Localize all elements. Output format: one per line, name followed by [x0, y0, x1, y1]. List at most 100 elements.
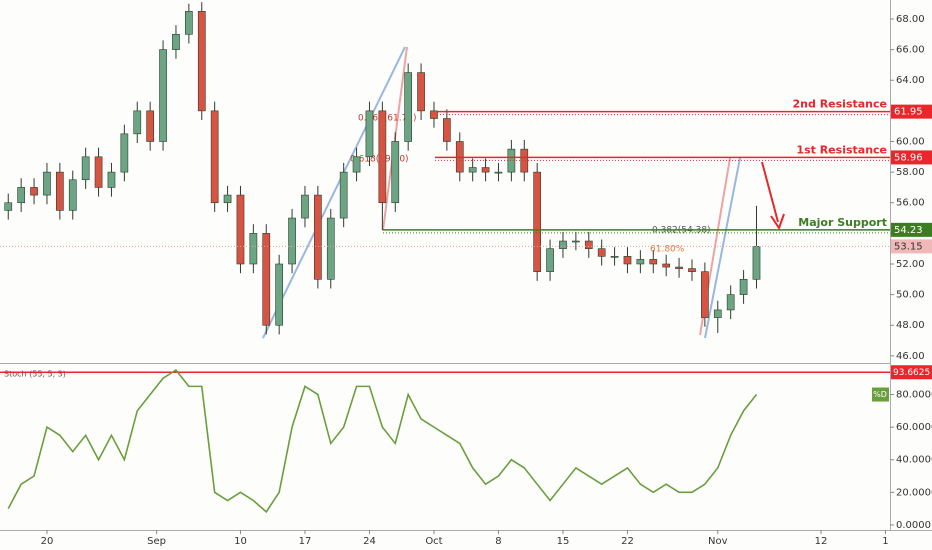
- candle-body: [4, 202, 13, 211]
- y-tick-label: 58.00: [896, 167, 925, 178]
- fib-label: 61.80%: [650, 245, 685, 255]
- candle-body: [636, 259, 645, 265]
- y-tick-label: 50.00: [896, 290, 925, 301]
- price-tag-label: 93.6625: [893, 368, 930, 378]
- candle-body: [68, 179, 77, 211]
- candle-body: [726, 294, 735, 311]
- level-label: Major Support: [798, 216, 887, 229]
- candle-body: [649, 259, 658, 265]
- x-tick-label: 22: [621, 536, 634, 547]
- price-tag-label: 53.15: [894, 241, 923, 252]
- candle-body: [172, 34, 180, 50]
- candle-body: [120, 133, 129, 173]
- x-tick-label: 1: [882, 536, 888, 547]
- candle-body: [210, 110, 219, 204]
- projection-arrow: [761, 161, 779, 223]
- candle-body: [146, 110, 155, 142]
- x-tick-label: Sep: [147, 536, 166, 547]
- candle-body: [430, 110, 438, 119]
- candle-body: [713, 309, 722, 318]
- price-tag: [891, 365, 932, 380]
- x-tick-label: Nov: [708, 536, 728, 547]
- candle-body: [443, 118, 451, 142]
- price-tag: [891, 239, 932, 254]
- candle-body: [314, 194, 322, 280]
- candle-body: [417, 72, 425, 112]
- candle-body: [43, 171, 51, 196]
- legend-label: %D: [873, 390, 887, 399]
- candle-body: [275, 263, 284, 326]
- candle-body: [597, 248, 606, 257]
- price-tag-label: 54.23: [894, 225, 923, 236]
- candle-body: [404, 72, 413, 142]
- price-tag-label: 58.96: [894, 152, 923, 163]
- y-tick-label: 56.00: [896, 198, 925, 209]
- x-tick-label: 24: [363, 536, 376, 547]
- candle-body: [197, 11, 206, 112]
- candle-body: [133, 110, 142, 135]
- y-tick-label: 80.0000: [896, 390, 932, 401]
- candle-body: [185, 11, 193, 35]
- y-tick-label: 60.00: [896, 136, 925, 147]
- y-tick-label: 40.0000: [896, 455, 932, 466]
- y-tick-label: 66.00: [896, 45, 925, 56]
- candle-body: [675, 266, 683, 269]
- candle-body: [494, 171, 503, 174]
- x-tick-label: 8: [495, 536, 501, 547]
- y-tick-label: 52.00: [896, 259, 925, 270]
- y-tick-label: 64.00: [896, 75, 925, 86]
- level-label: 2nd Resistance: [793, 98, 887, 111]
- price-tag: [891, 222, 932, 237]
- indicator-title: Stoch (55, 5, 3): [4, 370, 66, 379]
- candle-body: [623, 256, 632, 265]
- candle-body: [352, 156, 361, 173]
- trend-arrow: [262, 46, 406, 339]
- candle-body: [481, 167, 490, 173]
- candle-body: [391, 141, 400, 204]
- candle-body: [610, 256, 619, 258]
- fib-label: 0.764(61.72): [358, 114, 417, 124]
- candle-body: [107, 171, 116, 188]
- x-tick-label: 10: [234, 536, 247, 547]
- y-tick-label: 60.0000: [896, 422, 932, 433]
- candle-body: [572, 240, 580, 243]
- candle-body: [339, 171, 348, 219]
- y-tick-label: 48.00: [896, 320, 925, 331]
- candle-body: [365, 110, 374, 158]
- candle-body: [288, 217, 296, 265]
- candle-body: [533, 171, 542, 272]
- candle-body: [559, 240, 567, 249]
- candle-body: [378, 110, 387, 204]
- x-tick-label: 12: [815, 536, 828, 547]
- candle-body: [30, 187, 38, 196]
- candle-body: [546, 248, 554, 272]
- candle-body: [236, 194, 245, 265]
- price-tag: [891, 104, 932, 119]
- indicator-line: [7, 369, 758, 514]
- legend-tag: [872, 387, 889, 402]
- candle-body: [262, 233, 271, 326]
- candle-body: [223, 194, 232, 204]
- trend-arrow: [704, 157, 741, 339]
- x-tick-label: Oct: [425, 536, 442, 547]
- candle-body: [159, 49, 167, 142]
- price-tag: [891, 150, 932, 165]
- candle-body: [701, 271, 709, 318]
- candle-body: [739, 279, 748, 295]
- candle-body: [584, 240, 593, 249]
- candle-body: [17, 187, 26, 204]
- x-tick-label: 15: [557, 536, 570, 547]
- x-tick-label: 17: [299, 536, 312, 547]
- x-tick-label: 20: [41, 536, 54, 547]
- candle-body: [688, 268, 696, 272]
- candle-body: [94, 156, 103, 188]
- y-tick-label: 20.0000: [896, 487, 932, 498]
- y-tick-label: 46.00: [896, 351, 925, 362]
- candle-body: [56, 171, 64, 211]
- candle-body: [468, 167, 477, 173]
- candle-body: [520, 148, 529, 173]
- candle-body: [326, 217, 335, 280]
- level-label: 1st Resistance: [796, 143, 887, 156]
